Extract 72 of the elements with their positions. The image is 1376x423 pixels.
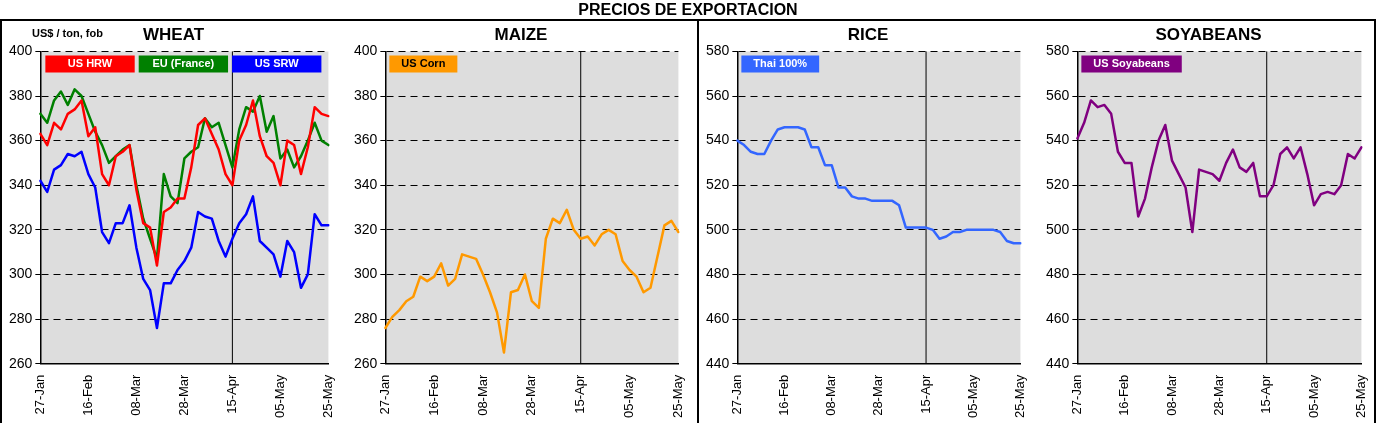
y-tick-label: 380: [9, 86, 33, 103]
y-tick-label: 520: [1046, 176, 1070, 193]
y-axis-title: US$ / ton, fob: [32, 27, 103, 39]
text: EU (France): [152, 57, 215, 70]
x-tick-label: 15-Apr: [1258, 373, 1274, 414]
x-tick-label: 28-Mar: [523, 373, 539, 416]
y-tick-label: 500: [706, 220, 730, 237]
y-tick-label: 340: [354, 176, 378, 193]
x-tick-label: 27-Jan: [1068, 374, 1084, 415]
y-tick-label: 360: [9, 131, 33, 148]
x-tick-label: 16-Feb: [425, 374, 441, 416]
x-tick-label: 25-May: [319, 374, 335, 419]
y-tick-label: 280: [354, 309, 378, 326]
y-tick-label: 460: [706, 309, 730, 326]
chart-title: WHEAT: [142, 24, 205, 44]
y-tick-label: 320: [354, 220, 378, 237]
x-tick-label: 05-May: [271, 374, 287, 419]
y-tick-label: 280: [9, 309, 33, 326]
x-tick-label: 16-Feb: [1116, 374, 1132, 416]
x-tick-label: 25-May: [1011, 374, 1027, 419]
y-tick-label: 320: [9, 220, 33, 237]
y-tick-label: 520: [706, 176, 730, 193]
x-tick-label: 08-Mar: [1163, 373, 1179, 416]
x-tick-label: 25-May: [669, 374, 685, 419]
x-tick-label: 05-May: [621, 374, 637, 419]
y-tick-label: 300: [9, 265, 33, 282]
x-tick-label: 28-Mar: [870, 373, 886, 416]
x-tick-label: 08-Mar: [127, 373, 143, 416]
x-tick-label: 15-Apr: [223, 373, 239, 414]
y-tick-label: 300: [354, 265, 378, 282]
y-tick-label: 500: [1046, 220, 1070, 237]
y-tick-label: 260: [9, 354, 33, 371]
chart-title: SOYABEANS: [1155, 24, 1262, 44]
x-tick-label: 27-Jan: [31, 374, 47, 415]
x-tick-label: 28-Mar: [175, 373, 191, 416]
x-tick-label: 27-Jan: [376, 374, 392, 415]
x-tick-label: 05-May: [1305, 374, 1321, 419]
x-tick-label: 25-May: [1352, 374, 1368, 419]
x-tick-label: 08-Mar: [823, 373, 839, 416]
y-tick-label: 540: [706, 131, 730, 148]
y-tick-label: 260: [354, 354, 378, 371]
y-tick-label: 460: [1046, 309, 1070, 326]
y-tick-label: 400: [9, 42, 33, 59]
x-tick-label: 28-Mar: [1210, 373, 1226, 416]
x-tick-label: 16-Feb: [776, 374, 792, 416]
text: US SRW: [254, 57, 300, 70]
x-tick-label: 08-Mar: [474, 373, 490, 416]
text: PRECIOS DE EXPORTACION: [578, 1, 798, 18]
y-tick-label: 540: [1046, 131, 1070, 148]
y-tick-label: 560: [706, 86, 730, 103]
x-tick-label: 15-Apr: [917, 373, 933, 414]
x-tick-label: 15-Apr: [572, 373, 588, 414]
y-tick-label: 580: [1046, 42, 1070, 59]
text: US Corn: [401, 57, 446, 70]
x-tick-label: 27-Jan: [728, 374, 744, 415]
y-tick-label: 580: [706, 42, 730, 59]
y-tick-label: 360: [354, 131, 378, 148]
y-tick-label: 400: [354, 42, 378, 59]
y-tick-label: 440: [706, 354, 730, 371]
chart-title: RICE: [847, 24, 889, 44]
text: US HRW: [67, 57, 113, 70]
text: US Soyabeans: [1093, 57, 1170, 70]
y-tick-label: 440: [1046, 354, 1070, 371]
chart-title: MAIZE: [494, 24, 548, 44]
y-tick-label: 340: [9, 176, 33, 193]
y-tick-label: 380: [354, 86, 378, 103]
x-tick-label: 16-Feb: [79, 374, 95, 416]
x-tick-label: 05-May: [964, 374, 980, 419]
y-tick-label: 560: [1046, 86, 1070, 103]
y-tick-label: 480: [706, 265, 730, 282]
y-tick-label: 480: [1046, 265, 1070, 282]
text: Thai 100%: [753, 57, 808, 70]
